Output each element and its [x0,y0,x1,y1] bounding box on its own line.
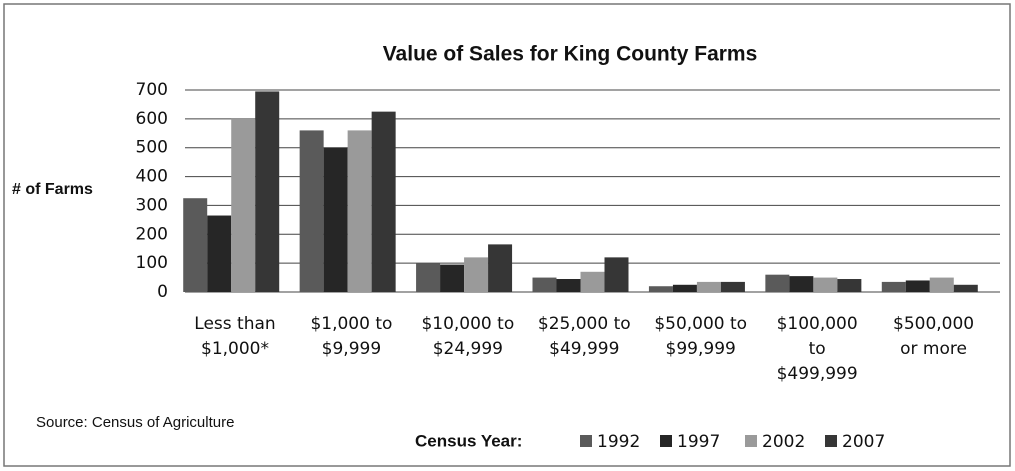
y-tick-label: 300 [136,195,168,215]
bar [720,281,745,292]
x-tick-label: $500,000 or more [893,314,975,359]
bar [604,257,629,292]
x-tick-label: $10,000 to $24,999 [421,314,515,359]
bar [416,263,441,292]
bar [183,198,208,292]
legend-label: 2007 [842,432,885,452]
legend-label: 1992 [597,432,640,452]
y-tick-label: 100 [136,253,168,273]
bar [953,284,978,292]
bar [765,274,790,292]
bar [556,279,581,292]
y-tick-label: 500 [136,138,168,158]
bar [464,257,489,292]
bar [929,277,954,292]
bar [255,91,280,292]
bar [837,279,862,292]
bar [580,271,605,292]
y-tick-label: 200 [136,224,168,244]
y-tick-label: 700 [136,80,168,100]
bar [789,276,814,292]
bar [488,244,513,292]
bar [532,277,557,292]
bar [696,281,721,292]
y-tick-label: 0 [157,282,168,302]
bar [813,277,838,292]
x-tick-label: Less than $1,000* [194,314,276,359]
legend-label: 1997 [677,432,720,452]
bar [347,130,372,292]
bar [371,111,396,293]
legend-title: Census Year: [415,431,522,450]
y-tick-label: 400 [136,167,168,187]
bar [207,215,232,292]
legend-label: 2002 [762,432,805,452]
bar [440,264,465,292]
bar [905,280,930,292]
bar [672,284,697,292]
source-note: Source: Census of Agriculture [36,414,234,431]
bar [648,286,673,292]
bar [881,281,906,292]
bar [323,147,348,292]
legend-swatch [745,435,757,447]
legend-swatch [580,435,592,447]
y-axis-label: # of Farms [12,181,93,198]
legend-swatch [660,435,672,447]
x-tick-label: $50,000 to $99,999 [654,314,748,359]
chart-title: Value of Sales for King County Farms [383,43,758,66]
chart-border [3,3,1011,467]
bar [231,118,256,292]
y-tick-label: 600 [136,109,168,129]
legend-swatch [825,435,837,447]
bar [299,130,324,292]
x-tick-label: $25,000 to $49,999 [537,314,631,359]
x-tick-label: $100,000 to $499,999 [776,314,858,384]
x-tick-label: $1,000 to $9,999 [310,314,393,359]
